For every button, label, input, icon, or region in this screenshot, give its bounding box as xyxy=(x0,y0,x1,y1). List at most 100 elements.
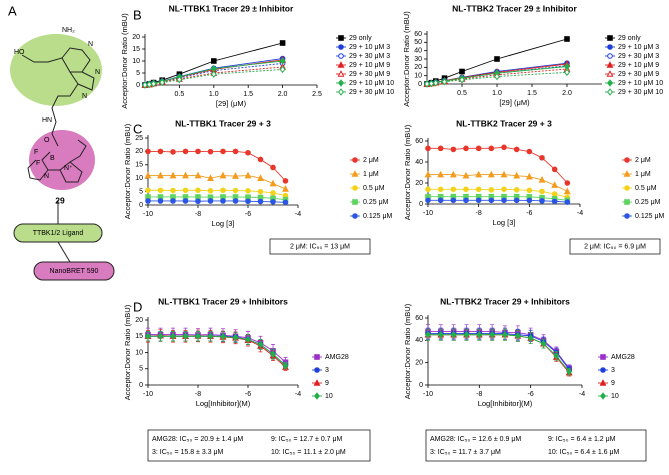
marker xyxy=(538,175,546,183)
bonds xyxy=(21,47,95,263)
series-line xyxy=(148,196,286,201)
x-tick-label: -4 xyxy=(579,391,585,398)
marker xyxy=(270,190,276,196)
marker xyxy=(607,88,613,96)
y-tick-label: 5 xyxy=(139,366,143,373)
atom: HO xyxy=(14,49,25,56)
series-line xyxy=(148,334,286,363)
marker xyxy=(526,197,533,204)
marker xyxy=(337,70,345,77)
marker xyxy=(441,78,448,86)
y-tick-label: 50 xyxy=(414,39,422,46)
annotation: 3: IC₅₀ = 15.8 ± 3.3 μM xyxy=(152,449,224,456)
marker xyxy=(338,35,344,41)
marker xyxy=(314,392,320,400)
marker xyxy=(352,199,358,205)
marker xyxy=(338,88,344,96)
marker xyxy=(232,172,239,179)
marker xyxy=(207,187,214,194)
series-line xyxy=(148,175,286,190)
marker xyxy=(245,187,251,194)
x-tick-label: -4 xyxy=(295,211,301,218)
compound-label: 29 xyxy=(55,195,65,205)
y-tick-label: 30 xyxy=(414,56,422,63)
marker xyxy=(475,170,483,178)
marker xyxy=(220,187,226,194)
marker xyxy=(566,367,573,376)
marker xyxy=(207,332,214,340)
atom: F xyxy=(34,149,38,156)
x-axis-label: Log[Inhibitor](M) xyxy=(478,399,533,408)
marker xyxy=(220,198,226,204)
y-axis-label: Acceptor:Donor Ratio (mBU) xyxy=(403,303,412,399)
annotation-box xyxy=(269,238,371,255)
marker xyxy=(539,198,545,204)
y-tick-label: 15 xyxy=(132,46,140,53)
marker xyxy=(514,332,521,340)
marker xyxy=(553,352,560,360)
x-tick-label: 2.0 xyxy=(278,91,288,98)
x-tick-label: -6 xyxy=(526,210,532,217)
y-tick-label: 20 xyxy=(414,64,422,71)
x-tick-label: -6 xyxy=(528,391,534,398)
atom: N xyxy=(95,69,100,76)
y-tick-label: 40 xyxy=(415,159,423,166)
x-tick-label: -8 xyxy=(195,391,201,398)
marker xyxy=(182,171,189,179)
marker xyxy=(232,333,239,342)
marker xyxy=(282,361,289,370)
marker xyxy=(157,332,164,340)
marker xyxy=(245,198,251,205)
legend-label: 29 only xyxy=(349,35,372,42)
y-tick-label: 15 xyxy=(135,333,143,340)
marker xyxy=(449,170,457,178)
marker xyxy=(232,198,239,204)
annotation: 9: IC₅₀ = 6.4 ± 1.2 μM xyxy=(548,436,616,443)
marker xyxy=(450,146,457,153)
panel-label: C xyxy=(133,121,142,136)
marker xyxy=(244,171,252,179)
marker xyxy=(600,392,606,400)
marker xyxy=(282,178,289,184)
marker xyxy=(607,53,613,59)
marker xyxy=(245,149,251,156)
ligand-label: TTBK1/2 Ligand xyxy=(33,230,84,237)
marker xyxy=(352,157,358,163)
y-tick-label: 60 xyxy=(414,31,422,38)
marker xyxy=(564,180,571,186)
legend-label: 10 xyxy=(325,393,333,400)
marker xyxy=(182,332,189,340)
legend-label: 29 + 30 μM 9 xyxy=(349,71,390,78)
marker xyxy=(169,171,177,179)
marker xyxy=(157,171,164,179)
series-line xyxy=(428,196,568,201)
marker xyxy=(182,198,189,204)
legend-label: AMG28 xyxy=(611,354,635,361)
y-tick-label: 10 xyxy=(132,58,140,65)
marker xyxy=(207,174,214,181)
legend-label: 29 + 10 μM 3 xyxy=(618,44,659,51)
marker xyxy=(463,197,469,204)
atom: N xyxy=(88,41,93,48)
marker xyxy=(257,174,264,181)
legend-label: 1 μM xyxy=(363,171,379,178)
x-axis-label: [29] (μM) xyxy=(216,99,247,108)
marker xyxy=(425,186,431,193)
marker xyxy=(170,149,176,155)
x-tick-label: -10 xyxy=(423,210,433,217)
marker xyxy=(501,186,507,193)
marker xyxy=(623,170,631,177)
legend-label: 2 μM xyxy=(363,157,379,164)
marker xyxy=(145,198,151,204)
atom: N⁺ xyxy=(64,165,73,172)
annotation: AMG28: IC₅₀ = 12.6 ± 0.9 μM xyxy=(430,436,521,443)
x-tick-label: 0.5 xyxy=(175,91,185,98)
marker xyxy=(257,188,264,195)
marker xyxy=(606,61,614,68)
chart-title: NL-TTBK1 Tracer 29 + Inhibitors xyxy=(158,296,288,306)
series-line xyxy=(428,334,570,374)
y-axis-label: Acceptor:Donor Ratio (mBU) xyxy=(123,304,132,400)
y-tick-label: 5 xyxy=(136,70,140,77)
marker xyxy=(437,331,444,339)
